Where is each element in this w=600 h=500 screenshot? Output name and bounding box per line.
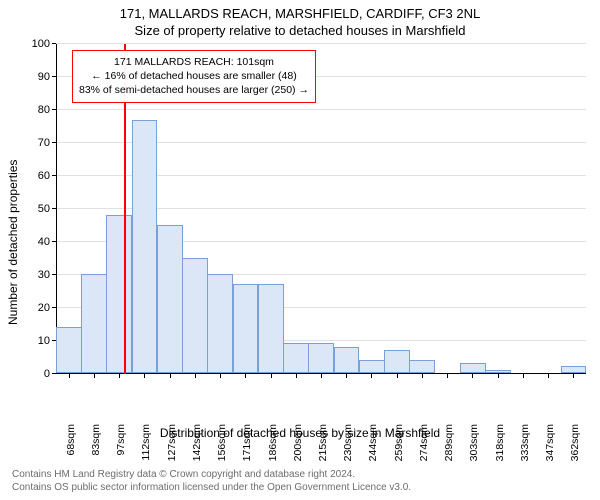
y-tick-label: 80: [38, 104, 56, 116]
histogram-bar: [258, 284, 284, 373]
y-tick-label: 100: [32, 38, 56, 50]
histogram-bar: [384, 350, 410, 373]
x-tick-mark: [346, 374, 347, 378]
x-tick-mark: [371, 374, 372, 378]
x-tick-mark: [94, 374, 95, 378]
y-axis-line: [56, 44, 57, 374]
x-tick-mark: [245, 374, 246, 378]
y-tick-label: 50: [38, 203, 56, 215]
histogram-bar: [460, 363, 486, 373]
x-tick-mark: [220, 374, 221, 378]
x-axis-label: Distribution of detached houses by size …: [0, 426, 600, 440]
x-tick-mark: [69, 374, 70, 378]
x-tick-mark: [422, 374, 423, 378]
histogram-bar: [207, 274, 233, 373]
gridline: [56, 43, 586, 44]
y-tick-label: 30: [38, 269, 56, 281]
x-tick-mark: [523, 374, 524, 378]
annotation-box: 171 MALLARDS REACH: 101sqm← 16% of detac…: [72, 50, 316, 103]
histogram-bar: [106, 215, 132, 373]
chart-area: Number of detached properties 0102030405…: [0, 44, 600, 440]
y-axis-label: Number of detached properties: [6, 44, 20, 440]
histogram-bar: [334, 347, 360, 373]
x-tick-mark: [397, 374, 398, 378]
footer-line-1: Contains HM Land Registry data © Crown c…: [12, 469, 411, 482]
x-tick-mark: [472, 374, 473, 378]
histogram-bar: [157, 225, 183, 373]
histogram-bar: [182, 258, 208, 373]
y-tick-label: 0: [44, 368, 56, 380]
y-tick-label: 90: [38, 71, 56, 83]
x-axis-ticks: 68sqm83sqm97sqm112sqm127sqm142sqm156sqm1…: [56, 374, 586, 424]
annotation-line-3: 83% of semi-detached houses are larger (…: [79, 83, 309, 97]
x-tick-mark: [447, 374, 448, 378]
x-tick-mark: [119, 374, 120, 378]
footer-line-2: Contains OS public sector information li…: [12, 482, 411, 495]
histogram-bar: [485, 370, 511, 373]
footer-attribution: Contains HM Land Registry data © Crown c…: [12, 469, 411, 494]
x-tick-mark: [170, 374, 171, 378]
x-tick-mark: [548, 374, 549, 378]
y-tick-label: 20: [38, 302, 56, 314]
histogram-bar: [233, 284, 259, 373]
x-tick-mark: [271, 374, 272, 378]
histogram-bar: [561, 366, 587, 373]
histogram-bar: [132, 120, 158, 373]
histogram-bar: [81, 274, 107, 373]
histogram-bar: [308, 343, 334, 373]
page-title-line2: Size of property relative to detached ho…: [0, 21, 600, 38]
x-tick-mark: [498, 374, 499, 378]
x-tick-mark: [296, 374, 297, 378]
x-tick-mark: [195, 374, 196, 378]
y-tick-label: 40: [38, 236, 56, 248]
histogram-bar: [56, 327, 82, 373]
x-tick-mark: [321, 374, 322, 378]
annotation-line-1: 171 MALLARDS REACH: 101sqm: [79, 55, 309, 69]
y-tick-label: 70: [38, 137, 56, 149]
plot-region: 0102030405060708090100171 MALLARDS REACH…: [56, 44, 586, 374]
x-tick-mark: [144, 374, 145, 378]
histogram-bar: [409, 360, 435, 373]
histogram-bar: [283, 343, 309, 373]
page-title-line1: 171, MALLARDS REACH, MARSHFIELD, CARDIFF…: [0, 0, 600, 21]
y-tick-label: 60: [38, 170, 56, 182]
histogram-bar: [359, 360, 385, 373]
y-tick-label: 10: [38, 335, 56, 347]
annotation-line-2: ← 16% of detached houses are smaller (48…: [79, 69, 309, 83]
chart-container: 171, MALLARDS REACH, MARSHFIELD, CARDIFF…: [0, 0, 600, 500]
x-tick-mark: [573, 374, 574, 378]
gridline: [56, 109, 586, 110]
